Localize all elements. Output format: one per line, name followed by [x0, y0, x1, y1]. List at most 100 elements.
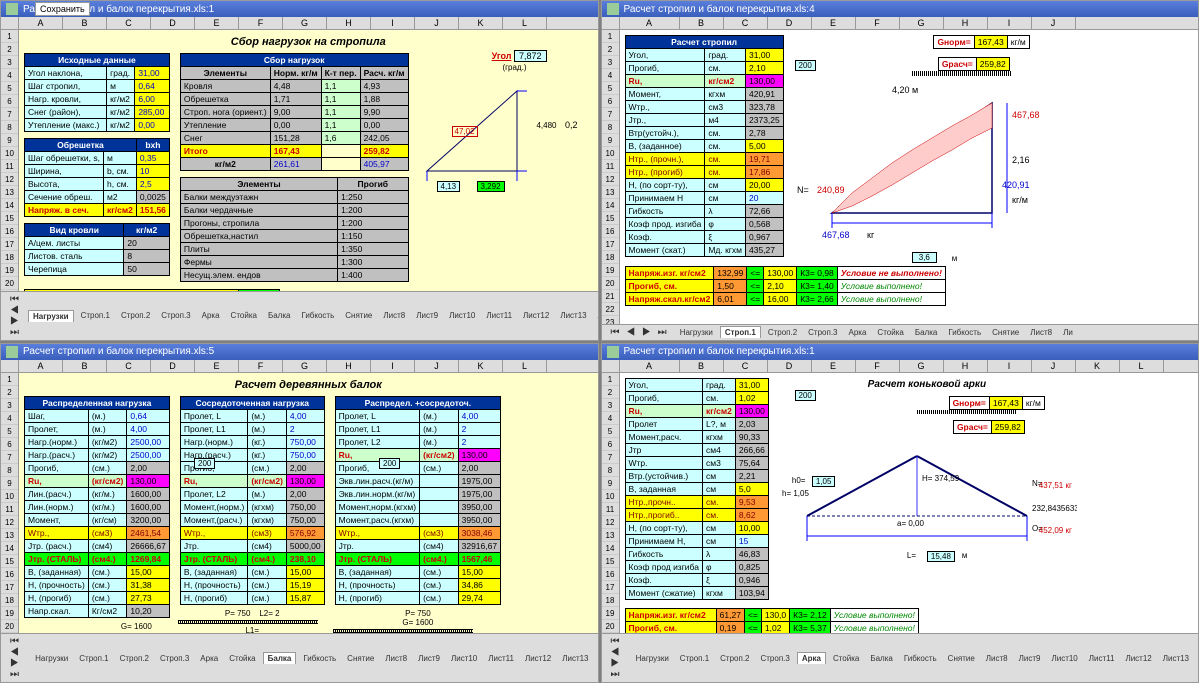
sheet-tab[interactable]: Строп.2: [117, 310, 154, 321]
sheet-tab[interactable]: Гибкость: [297, 310, 338, 321]
sheet-tab[interactable]: Балка: [264, 310, 295, 321]
combined-load-table[interactable]: Распредел. +сосредоточ. Пролет, L(м.)4,0…: [335, 396, 501, 605]
angle-diagram: Угол 7,872 (град.) 47,02 4,480 4,13 3,29: [417, 51, 557, 211]
sheet-tab[interactable]: Строп.2: [116, 653, 153, 664]
tabs-1[interactable]: ⏮ ◀ ▶ ⏭ НагрузкиСтроп.1Строп.2Строп.3 Арк…: [1, 291, 598, 340]
sheet-tab[interactable]: Лист14: [594, 310, 598, 321]
pane-top-left: Расчет стропил и балок перекрытия.xls:1 …: [0, 0, 599, 341]
col-headers-4: ABCD EFGH IJKL: [602, 360, 1199, 373]
sheet-tab[interactable]: Гибкость: [900, 653, 941, 664]
sheet-tab[interactable]: Стойка: [829, 653, 863, 664]
svg-text:N=: N=: [797, 185, 809, 195]
sheet-tab[interactable]: Строп.3: [156, 653, 193, 664]
tabs-4[interactable]: ⏮ ◀ ▶ ⏭ НагрузкиСтроп.1Строп.2Строп.3 Арк…: [602, 633, 1199, 682]
window-title-2: Расчет стропил и балок перекрытия.xls:4: [624, 4, 815, 15]
sheet-tab[interactable]: Строп.1: [676, 653, 713, 664]
sheet-tab[interactable]: Нагрузки: [28, 310, 74, 322]
capacity-result: Несущая способность обрешетки обеспечена…: [24, 289, 280, 291]
val-02: 0,2: [565, 120, 578, 130]
sheet-tab[interactable]: Лист10: [447, 653, 481, 664]
arch-params-table[interactable]: Угол,град.31,00Прогиб,см.1,02Ru,кг/см213…: [625, 378, 769, 600]
col-headers-2: ABCD EFGH IJ: [602, 17, 1199, 30]
sheet-tab[interactable]: Арка: [845, 327, 871, 338]
sheet-tab[interactable]: Лист8: [379, 310, 409, 321]
sheet-tab[interactable]: Стойка: [873, 327, 907, 338]
sheet-tab[interactable]: Стойка: [225, 653, 259, 664]
window-title-3: Расчет стропил и балок перекрытия.xls:5: [23, 346, 214, 357]
save-button[interactable]: Сохранить: [35, 2, 90, 16]
tab-nav-arrows[interactable]: ⏮ ◀ ▶ ⏭: [607, 326, 673, 339]
sheet-tab[interactable]: Гибкость: [944, 327, 985, 338]
sheet-tab[interactable]: Лист13: [558, 653, 592, 664]
tab-nav-arrows[interactable]: ⏮ ◀ ▶ ⏭: [6, 293, 25, 339]
value-200[interactable]: 200: [795, 60, 816, 71]
sheet-tab[interactable]: Лист12: [521, 653, 555, 664]
deflect-table[interactable]: ЭлементыПрогиб Балки междуэтажн1:250Балк…: [180, 177, 409, 282]
row-numbers-3: 123456789101112131415161718192021222324: [1, 373, 19, 634]
sheet-tab[interactable]: Строп.2: [764, 327, 801, 338]
sheet-tab[interactable]: Снятие: [341, 310, 376, 321]
sheet-tab[interactable]: Лист9: [414, 653, 444, 664]
roof-table[interactable]: Вид кровликг/м2 А/цем. листы20Листов. ст…: [24, 223, 170, 276]
tabs-2[interactable]: ⏮ ◀ ▶ ⏭ НагрузкиСтроп.1Строп.2Строп.3 Арк…: [602, 324, 1199, 340]
svg-text:467,68: 467,68: [822, 230, 850, 240]
sheet-tab[interactable]: Балка: [866, 653, 897, 664]
sheet-tab[interactable]: Арка: [196, 653, 222, 664]
lath-table[interactable]: Обрешеткаbxh Шаг обрешетки, s,м0,35Ширин…: [24, 138, 170, 217]
svg-text:232,8435633 кг: 232,8435633 кг: [1032, 504, 1077, 513]
sheet-tab[interactable]: Лист11: [1085, 653, 1119, 664]
sheet-tab[interactable]: Арка: [198, 310, 224, 321]
sheet-tab[interactable]: Нагрузки: [31, 653, 72, 664]
sheet-tab[interactable]: Лист11: [482, 310, 516, 321]
sheet-tab[interactable]: Лист10: [445, 310, 479, 321]
svg-text:420,91: 420,91: [1002, 180, 1030, 190]
value-200-c[interactable]: 200: [795, 390, 816, 401]
sheet-tab[interactable]: Строп.3: [157, 310, 194, 321]
sheet-tab[interactable]: Нагрузки: [632, 653, 673, 664]
sheet-tab[interactable]: Лист12: [1121, 653, 1155, 664]
sheet-tab[interactable]: Снятие: [944, 653, 979, 664]
sheet-tab[interactable]: Ли: [1059, 327, 1077, 338]
sheet-tab[interactable]: Нагрузки: [676, 327, 717, 338]
sheet-tab[interactable]: Гибкость: [299, 653, 340, 664]
sheet-tab[interactable]: Снятие: [343, 653, 378, 664]
sheet-tab[interactable]: Лист13: [1159, 653, 1193, 664]
sheet-tab[interactable]: Балка: [911, 327, 942, 338]
tabs-3[interactable]: ⏮ ◀ ▶ ⏭ НагрузкиСтроп.1 Строп.2Строп.3Арк…: [1, 633, 598, 682]
sheet-tab[interactable]: Строп.2: [716, 653, 753, 664]
sheet-tab[interactable]: Строп.1: [720, 326, 761, 338]
sheet-tab[interactable]: Арка: [797, 652, 826, 664]
sheet-tab[interactable]: Лист10: [1047, 653, 1081, 664]
app-icon: [6, 346, 18, 358]
arch-diagram: Расчет коньковой арки Gнорм=167,43кг/м G…: [777, 376, 1077, 606]
sheet-tab[interactable]: Стойка: [227, 310, 261, 321]
sheet-tab[interactable]: Лист9: [412, 310, 442, 321]
pane3-heading: Расчет деревянных балок: [22, 376, 595, 394]
sheet-tab[interactable]: Строп.1: [77, 310, 114, 321]
sheet-tab[interactable]: Лист8: [1026, 327, 1056, 338]
tab-nav-arrows[interactable]: ⏮ ◀ ▶ ⏭: [607, 635, 629, 681]
pane1-heading: Сбор нагрузок на стропила: [22, 33, 595, 51]
sheet-tab[interactable]: Лист8: [381, 653, 411, 664]
sheet-tab[interactable]: Лист9: [1015, 653, 1045, 664]
app-icon: [607, 3, 619, 15]
sheet-tab[interactable]: Строп.1: [75, 653, 112, 664]
app-icon: [607, 346, 619, 358]
loads-table[interactable]: Сбор нагрузок ЭлементыНорм. кг/мК-т пер.…: [180, 53, 409, 171]
sheet-tab[interactable]: Снятие: [988, 327, 1023, 338]
sheet-tab[interactable]: Балка: [263, 652, 297, 664]
sheet-tab[interactable]: Лист13: [556, 310, 590, 321]
sheet-tab[interactable]: Строп.3: [756, 653, 793, 664]
value-200-b[interactable]: 200: [379, 458, 400, 469]
sheet-tab[interactable]: Лист11: [484, 653, 518, 664]
sheet-tab[interactable]: Лист8: [982, 653, 1012, 664]
tab-nav-arrows[interactable]: ⏮ ◀ ▶ ⏭: [6, 635, 28, 681]
svg-text:H= 374,59: H= 374,59: [922, 474, 960, 483]
source-data-table[interactable]: Исходные данные Угол наклона,град.31,00Ш…: [24, 53, 170, 132]
distributed-load-table[interactable]: Распределенная нагрузка Шаг,(м.)0,64Прол…: [24, 396, 170, 618]
value-200-a[interactable]: 200: [194, 458, 215, 469]
rafter-params-table[interactable]: Расчет стропил Угол,град.31,00Прогиб,см.…: [625, 35, 784, 257]
sheet-tab[interactable]: Лист12: [519, 310, 553, 321]
concentrated-load-table[interactable]: Сосредоточенная нагрузка Пролет, L(м.)4,…: [180, 396, 325, 605]
sheet-tab[interactable]: Строп.3: [804, 327, 841, 338]
